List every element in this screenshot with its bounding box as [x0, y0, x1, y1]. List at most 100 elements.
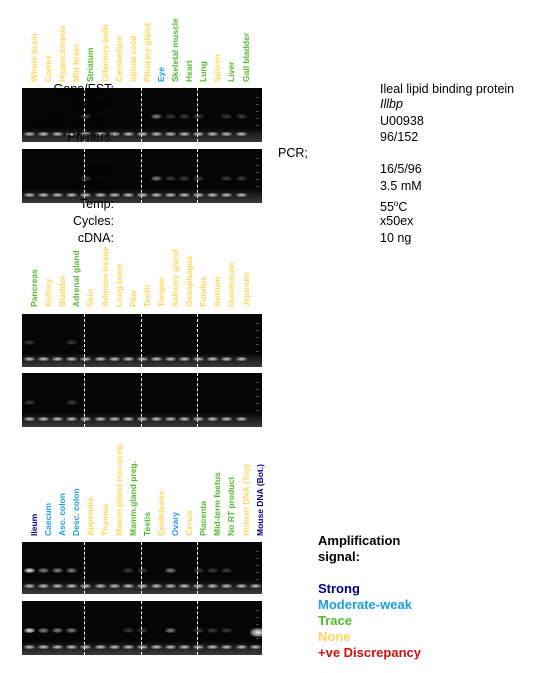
lane-divider [84, 314, 85, 367]
low-band [108, 132, 120, 136]
low-band [52, 193, 64, 197]
amplification-band [179, 176, 191, 181]
embl-key: EMBL Ac. No.: [33, 114, 114, 128]
low-band [38, 645, 50, 649]
lane-label: Oesophagus [184, 255, 195, 307]
low-band [207, 584, 219, 588]
symbol-value: Illbp [380, 97, 403, 111]
primers-value: 96/152 [380, 130, 419, 144]
amplification-band [136, 628, 148, 633]
size-ladder [256, 604, 259, 641]
lane-divider [197, 314, 198, 367]
low-band [221, 132, 233, 136]
low-band [80, 193, 92, 197]
legend-title-line2: signal: [318, 549, 360, 564]
amplification-band [24, 340, 35, 345]
low-band [94, 357, 106, 361]
low-band [108, 193, 120, 197]
low-band [108, 645, 120, 649]
gel-image-1-bottom [22, 149, 262, 203]
low-band [221, 645, 233, 649]
lane-label: Cerebellum [113, 35, 124, 82]
low-band [235, 357, 247, 361]
date-key: Date: [84, 162, 114, 176]
low-band [122, 645, 134, 649]
amplification-band [207, 568, 219, 573]
lane-label: Asc. colon [57, 493, 68, 536]
lane-label: Bladder [57, 275, 68, 307]
low-band [150, 132, 162, 136]
amplification-band [165, 176, 176, 181]
low-band [221, 584, 233, 588]
low-band [207, 193, 219, 197]
low-band [52, 645, 64, 649]
amplification-band [235, 114, 247, 119]
low-band [165, 417, 176, 421]
lane-label: Eye [155, 66, 166, 82]
amplification-band [221, 114, 233, 119]
lane-divider [141, 601, 142, 655]
lane-label: Lung [198, 61, 209, 82]
lane-label: Skeletal muscle [170, 18, 180, 82]
legend-strong: Strong [318, 581, 360, 596]
low-band [193, 584, 205, 588]
lane-label: Heart [184, 60, 195, 82]
lane-label: Mamm.gland preg. [127, 460, 138, 536]
lane-divider [197, 373, 198, 427]
low-band [66, 357, 78, 361]
lane-label: Skin [85, 289, 96, 307]
low-band [136, 193, 148, 197]
low-band [122, 417, 134, 421]
low-band [165, 645, 176, 649]
low-band [207, 645, 219, 649]
lane-label: Cortex [43, 55, 54, 82]
lane-divider [84, 373, 85, 427]
temp-number: 55 [380, 200, 394, 215]
amplification-legend: Amplification signal: Strong Moderate-we… [318, 533, 421, 661]
low-band [235, 645, 247, 649]
low-band [165, 584, 176, 588]
lane-divider [141, 542, 142, 594]
low-band [136, 645, 148, 649]
lane-label: Ileum [29, 513, 39, 536]
size-ladder [256, 152, 259, 189]
lane-label: Adrenal gland [71, 250, 82, 307]
lane-label: Duodenum [226, 262, 237, 307]
low-band [24, 193, 35, 197]
low-band [122, 357, 134, 361]
legend-spacer [318, 565, 421, 581]
low-band [52, 132, 64, 136]
low-band [193, 417, 205, 421]
lane-label: Placenta [198, 501, 209, 536]
low-band [94, 132, 106, 136]
low-band [94, 417, 106, 421]
legend-none: None [318, 629, 351, 644]
amplification-band [38, 568, 50, 573]
amplification-band [193, 176, 205, 181]
amplification-band [136, 568, 148, 573]
low-band [193, 357, 205, 361]
mgcl-key: MgCl2: [76, 178, 114, 199]
gel-image-3-bottom [22, 601, 262, 655]
lane-label: Pancreas [29, 269, 39, 307]
lane-label: Ovary [170, 511, 180, 536]
low-band [108, 417, 120, 421]
legend-discrepancy: +ve Discrepancy [318, 645, 421, 660]
primers-key: Primers: [67, 130, 114, 144]
amplification-band [150, 176, 162, 181]
lane-label: Teeth [141, 284, 152, 307]
lane-divider [141, 373, 142, 427]
legend-trace: Trace [318, 613, 352, 628]
legend-title-line1: Amplification [318, 533, 401, 548]
amplification-band [52, 628, 64, 633]
amplification-band [122, 568, 134, 573]
gel-image-1-top [22, 88, 262, 142]
low-band [80, 357, 92, 361]
lane-divider [197, 542, 198, 594]
amplification-band [235, 176, 247, 181]
lane-label: Kidney [43, 278, 54, 307]
low-band [207, 417, 219, 421]
amplification-band [66, 340, 78, 345]
low-band [24, 132, 35, 136]
low-band [136, 132, 148, 136]
